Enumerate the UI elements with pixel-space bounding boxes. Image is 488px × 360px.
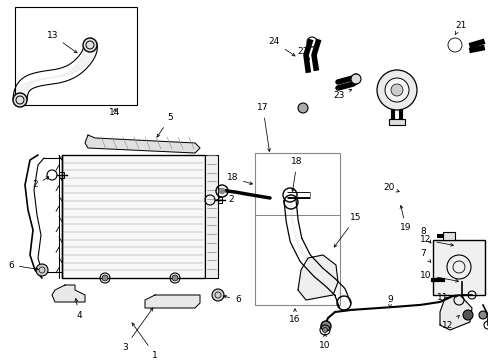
Circle shape bbox=[83, 38, 97, 52]
Text: 6: 6 bbox=[8, 261, 39, 270]
Bar bbox=[442, 232, 454, 240]
Text: 1: 1 bbox=[132, 323, 158, 360]
Circle shape bbox=[350, 74, 360, 84]
Text: 3: 3 bbox=[122, 308, 153, 351]
Circle shape bbox=[297, 103, 307, 113]
Text: 13: 13 bbox=[46, 31, 77, 53]
Text: 4: 4 bbox=[75, 298, 82, 320]
Text: 24: 24 bbox=[268, 37, 294, 56]
Circle shape bbox=[462, 310, 472, 320]
Polygon shape bbox=[52, 285, 85, 302]
Text: 5: 5 bbox=[157, 113, 173, 137]
Polygon shape bbox=[85, 135, 200, 153]
Bar bbox=[254, 153, 339, 305]
Text: 12: 12 bbox=[419, 235, 452, 246]
Text: 20: 20 bbox=[383, 184, 398, 193]
Text: 22: 22 bbox=[297, 48, 309, 59]
Circle shape bbox=[390, 84, 402, 96]
Text: 10: 10 bbox=[319, 334, 330, 350]
Text: 2: 2 bbox=[32, 177, 49, 189]
Circle shape bbox=[322, 328, 327, 333]
Text: 8: 8 bbox=[419, 228, 430, 243]
Circle shape bbox=[102, 275, 108, 281]
Polygon shape bbox=[145, 295, 200, 308]
Circle shape bbox=[478, 311, 486, 319]
Circle shape bbox=[212, 289, 224, 301]
Bar bbox=[254, 153, 339, 215]
Text: 21: 21 bbox=[454, 21, 466, 35]
Circle shape bbox=[384, 78, 408, 102]
Circle shape bbox=[36, 264, 48, 276]
Text: 19: 19 bbox=[399, 206, 411, 233]
Text: 18: 18 bbox=[226, 174, 252, 185]
Polygon shape bbox=[297, 255, 337, 300]
Polygon shape bbox=[439, 295, 471, 330]
Circle shape bbox=[376, 70, 416, 110]
Bar bbox=[62, 155, 204, 278]
Bar bbox=[432, 240, 484, 295]
Text: 12: 12 bbox=[442, 316, 458, 329]
Text: 9: 9 bbox=[386, 296, 392, 307]
Text: 16: 16 bbox=[289, 309, 300, 324]
Text: 11: 11 bbox=[436, 293, 457, 302]
Circle shape bbox=[172, 275, 178, 281]
Circle shape bbox=[219, 188, 224, 194]
Bar bbox=[204, 155, 218, 278]
Text: 2: 2 bbox=[216, 195, 233, 204]
Circle shape bbox=[320, 321, 330, 331]
Text: 17: 17 bbox=[257, 104, 270, 152]
Text: 6: 6 bbox=[223, 296, 240, 305]
Text: 18: 18 bbox=[291, 157, 302, 192]
Text: 7: 7 bbox=[419, 248, 430, 262]
Circle shape bbox=[13, 93, 27, 107]
Text: 15: 15 bbox=[333, 213, 361, 247]
Bar bbox=[388, 119, 404, 125]
Text: 14: 14 bbox=[109, 108, 121, 117]
Bar bbox=[15, 7, 137, 105]
Text: 23: 23 bbox=[333, 89, 351, 99]
Text: 10: 10 bbox=[419, 270, 457, 282]
